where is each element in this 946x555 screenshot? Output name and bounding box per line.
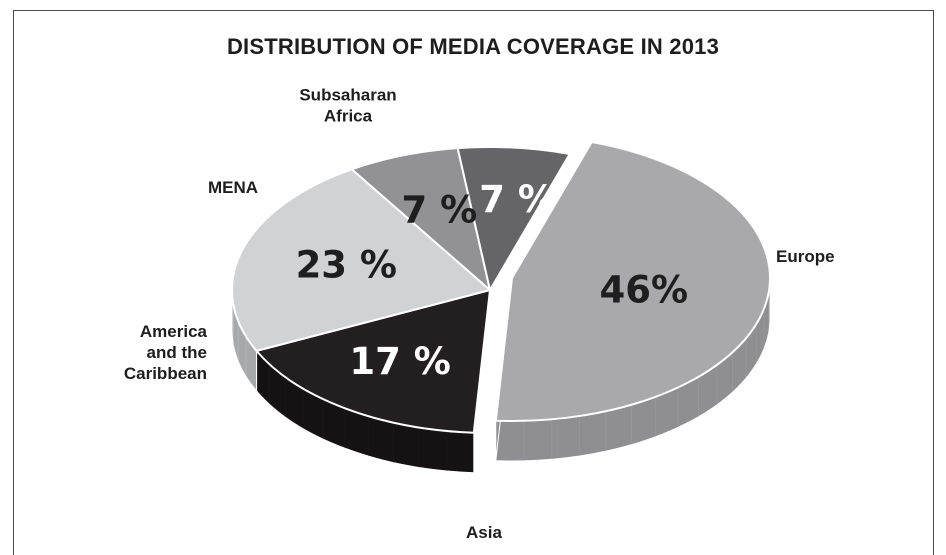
slice-category-label: Asia	[466, 523, 502, 542]
pie-slice-mena	[349, 147, 492, 293]
slice-value-label: 7 %	[479, 178, 555, 221]
slice-value-label: 17 %	[349, 340, 450, 383]
slice-value-label: 46%	[600, 268, 689, 311]
pie-top-layer	[231, 140, 771, 434]
pie-slice-america-and-the-caribbean	[231, 168, 493, 353]
slice-category-label: Subsaharan Africa	[299, 86, 396, 126]
slice-category-label: Europe	[776, 247, 835, 266]
chart-frame	[13, 10, 934, 555]
pie-slice-asia	[254, 288, 492, 434]
slice-value-label: 23 %	[296, 243, 397, 286]
pie-category-labels: Europe Asia America and the Caribbean MENA Sub…	[124, 86, 835, 543]
slice-category-label: MENA	[208, 178, 258, 197]
pie-slice-subsaharan-africa	[456, 146, 572, 293]
pie-slice-europe	[494, 140, 771, 422]
pie-value-labels: 46%17 %23 %7 % 7 %	[296, 178, 688, 383]
slice-category-label: America and the Caribbean	[124, 322, 208, 383]
chart-title: DISTRIBUTION OF MEDIA COVERAGE IN 2013	[226, 34, 720, 59]
slice-value-label: 7 %	[401, 188, 477, 231]
